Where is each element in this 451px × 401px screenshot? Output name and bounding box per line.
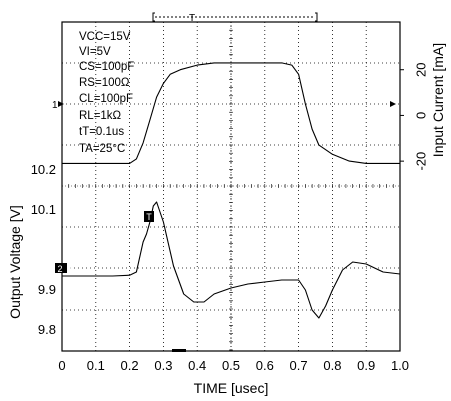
top-y-tick-label: -20 (413, 152, 428, 171)
x-tick-label: 0.3 (154, 358, 172, 373)
x-tick-label: 0.2 (121, 358, 139, 373)
trigger-bracket-label: T (189, 13, 195, 24)
bottom-edge-marker (172, 349, 186, 352)
x-tick-label: 0.6 (256, 358, 274, 373)
condition-rs: RS=100Ω (79, 77, 130, 89)
condition-vcc: VCC=15V (79, 31, 131, 43)
svg-text:T: T (146, 212, 152, 222)
input-current-trace (62, 62, 400, 164)
svg-text:2: 2 (57, 264, 62, 274)
bottom-y-tick-label: 10.1 (31, 202, 56, 217)
conditions-box: VCC=15V VI=5V CS=100pF RS=100Ω CL=100pF … (79, 31, 134, 155)
x-tick-label: 0.1 (87, 358, 105, 373)
condition-vi: VI=5V (79, 46, 111, 58)
bottom-y-axis-title: Output Voltage [V] (7, 205, 23, 319)
bottom-y-tick-label: 9.8 (38, 322, 56, 337)
traces (62, 62, 401, 319)
condition-ta: TA=25°C (79, 143, 125, 155)
top-y-axis-title: Input Current [mA] (430, 43, 446, 157)
top-y-tick-label: 20 (413, 62, 428, 76)
top-y-tick-label: 0 (413, 112, 428, 119)
svg-text:1: 1 (52, 100, 58, 111)
x-tick-label: 1.0 (391, 358, 409, 373)
output-voltage-trace (62, 201, 401, 319)
condition-tt: tT=0.1us (79, 126, 124, 138)
bottom-y-tick-label: 10.2 (31, 162, 56, 177)
condition-cs: CS=100pF (79, 61, 134, 73)
tick-marks: 0 0.1 0.2 0.3 0.4 0.5 0.6 0.7 0.8 0.9 1.0 20 0 -20 10.… (31, 21, 428, 373)
x-tick-label: 0 (58, 358, 65, 373)
condition-cl: CL=100pF (79, 93, 133, 105)
x-tick-label: 0.4 (188, 358, 206, 373)
trigger-marker: T (144, 211, 154, 222)
x-axis-title: TIME [usec] (194, 380, 269, 396)
bottom-y-tick-label: 9.9 (38, 282, 56, 297)
top-right-reference-marker (390, 101, 396, 107)
channel-1-marker: 1 (52, 100, 64, 111)
channel-2-marker: 2 (55, 263, 71, 274)
trigger-bracket (152, 12, 318, 22)
x-tick-label: 0.7 (290, 358, 308, 373)
x-tick-label: 0.5 (222, 358, 240, 373)
x-tick-label: 0.8 (323, 358, 341, 373)
condition-rl: RL=1kΩ (79, 110, 122, 122)
x-tick-label: 0.9 (357, 358, 375, 373)
